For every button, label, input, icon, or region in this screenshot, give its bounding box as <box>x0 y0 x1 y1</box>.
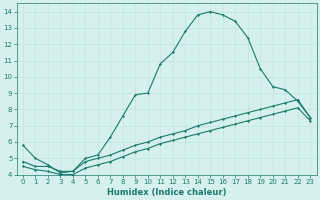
X-axis label: Humidex (Indice chaleur): Humidex (Indice chaleur) <box>107 188 226 197</box>
